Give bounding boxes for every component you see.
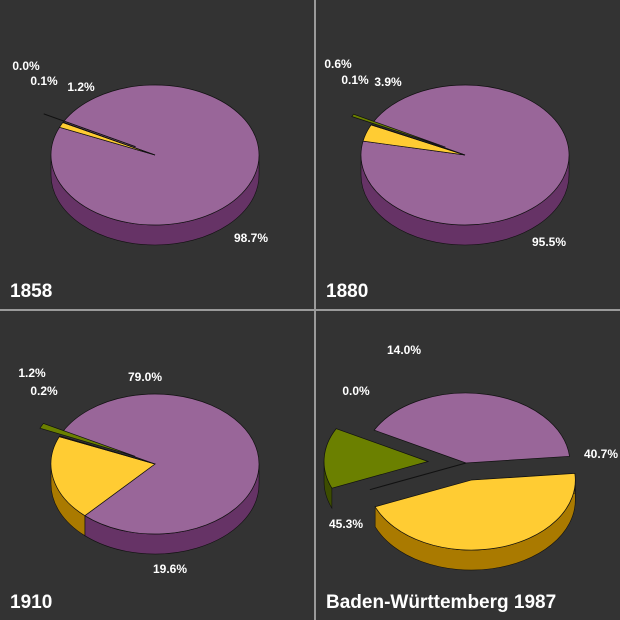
pie-slice <box>62 393 260 535</box>
slice-percent-label: 40.7% <box>584 447 618 461</box>
slice-percent-label: 0.0% <box>12 59 40 73</box>
slice-percent-label: 0.1% <box>341 73 369 87</box>
chart-panel-1880: 95.5% 3.9% 0.1% 0.6% 1880 <box>316 0 620 309</box>
chart-panel-1910: 79.0% 19.6% 0.2% 1.2% 1910 <box>0 311 314 620</box>
slice-percent-label: 95.5% <box>532 235 566 249</box>
pie-chart-1880: 95.5% 3.9% 0.1% 0.6% <box>324 57 570 249</box>
pie-slice <box>58 435 156 465</box>
slice-percent-label: 0.0% <box>342 384 370 398</box>
pie-slice <box>373 392 570 464</box>
chart-panel-1987: 40.7% 45.3% 0.0% 14.0% Baden-Württemberg 19… <box>316 311 620 620</box>
pie-chart-1910: 79.0% 19.6% 0.2% 1.2% <box>18 366 260 576</box>
pie-slice <box>39 423 136 457</box>
slice-percent-label: 98.7% <box>234 231 268 245</box>
pie-slice <box>43 113 136 148</box>
pie-slice <box>374 473 576 551</box>
slice-percent-label: 19.6% <box>153 562 187 576</box>
slice-percent-label: 3.9% <box>374 75 402 89</box>
slice-percent-label: 45.3% <box>329 517 363 531</box>
slice-percent-label: 0.1% <box>30 74 58 88</box>
chart-title: 1858 <box>10 281 53 302</box>
pie-slice <box>351 113 446 148</box>
pie-slice <box>50 436 156 517</box>
chart-panel-1858: 98.7% 1.2% 0.1% 0.0% 1858 <box>0 0 314 309</box>
pie-slice <box>370 124 466 156</box>
slice-percent-label: 79.0% <box>128 370 162 384</box>
pie-slice <box>369 462 467 491</box>
pie-slice <box>323 428 430 489</box>
chart-title: 1880 <box>326 281 369 302</box>
pie-chart-1987: 40.7% 45.3% 0.0% 14.0% <box>323 343 618 571</box>
pie-slice <box>62 121 156 156</box>
slice-percent-label: 0.6% <box>324 57 352 71</box>
chart-title: 1910 <box>10 592 53 613</box>
slice-percent-label: 0.2% <box>30 384 58 398</box>
slice-percent-label: 1.2% <box>18 366 46 380</box>
slice-percent-label: 1.2% <box>67 80 95 94</box>
slice-percent-label: 14.0% <box>387 343 421 357</box>
chart-title: Baden-Württemberg 1987 <box>326 592 557 613</box>
pie-chart-1858: 98.7% 1.2% 0.1%0.0% <box>12 59 268 246</box>
